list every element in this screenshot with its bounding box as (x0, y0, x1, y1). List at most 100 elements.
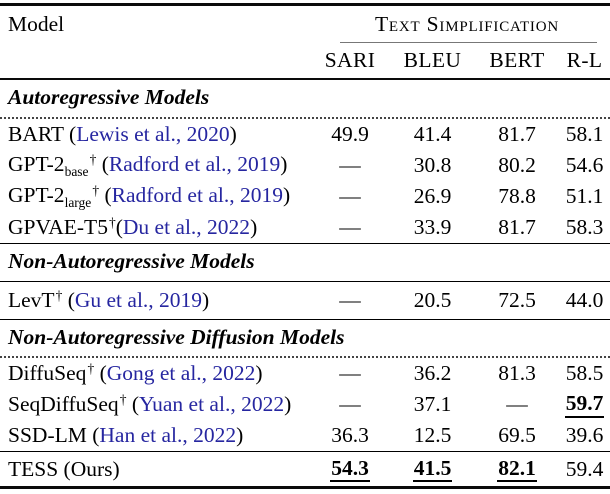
metric-header-row: SARI BLEU BERT R-L (0, 43, 610, 78)
metric-value-cell: 36.3 (310, 423, 390, 448)
metric-value-cell: 81.7 (475, 215, 559, 240)
metric-value: 41.4 (413, 122, 452, 146)
citation-link[interactable]: Radford et al., 2019 (108, 151, 281, 176)
model-name: TESS (Ours) (8, 456, 120, 481)
metric-value-cell: 37.1 (390, 392, 475, 417)
citation-link[interactable]: Han et al., 2022 (99, 423, 237, 447)
dagger-footnote-icon: † (108, 215, 116, 230)
metric-value-cell: 80.2 (475, 153, 559, 178)
metric-column-header-rl: R-L (566, 48, 603, 72)
section-header-autoregressive-models: Autoregressive Models (0, 80, 610, 119)
table-row-levt: LevT† (Gu et al., 2019) — 20.5 72.5 44.0 (0, 282, 610, 319)
metric-column-header-bert: BERT (489, 48, 545, 72)
metric-value-cell: 41.4 (390, 122, 475, 147)
metric-value-cell: 59.7 (559, 391, 610, 418)
table-top-rule (0, 3, 610, 6)
model-name-cell: SSD-LM (Han et al., 2022) (8, 423, 244, 447)
model-name: GPVAE-T5 (8, 215, 108, 239)
citation-link[interactable]: Gu et al., 2019 (74, 288, 203, 312)
metric-value: 69.5 (498, 423, 536, 447)
metric-value-cell: 36.2 (390, 361, 475, 386)
metric-value: — (506, 392, 528, 416)
table-row-gpvae-t5: GPVAE-T5†(Du et al., 2022) — 33.9 81.7 58.3 (0, 212, 610, 243)
table-bottom-rule (0, 486, 610, 489)
results-table: Model Text Simplification SARI BLEU BERT… (0, 3, 610, 489)
metric-value-cell: 51.1 (559, 184, 610, 209)
metric-value: 33.9 (413, 215, 452, 239)
metric-value-cell: 33.9 (390, 215, 475, 240)
metric-value: — (339, 215, 361, 239)
dagger-footnote-icon: † (89, 151, 97, 167)
model-size-subscript: large (64, 194, 92, 210)
model-name: BART (8, 122, 64, 146)
model-size-subscript: base (64, 163, 89, 179)
table-row-gpt-2-large: GPT-2large† (Radford et al., 2019) — 26.9 7… (0, 181, 610, 212)
dagger-footnote-icon: † (92, 182, 100, 198)
metric-value: 49.9 (331, 122, 369, 146)
metric-value: 81.7 (498, 122, 536, 146)
metric-value: 26.9 (413, 184, 452, 208)
model-name-cell: BART (Lewis et al., 2020) (8, 122, 237, 146)
dagger-footnote-icon: † (55, 288, 63, 303)
metric-value: 80.2 (498, 153, 536, 177)
model-column-header: Model (8, 12, 65, 36)
dagger-footnote-icon: † (87, 361, 95, 376)
metric-value-cell: 69.5 (475, 423, 559, 448)
table-row-diffuseq: DiffuSeq† (Gong et al., 2022) — 36.2 81.3 58… (0, 358, 610, 389)
metric-value-cell: 26.9 (390, 184, 475, 209)
table-body: Autoregressive Models BART (Lewis et al.,… (0, 80, 610, 451)
metric-value-cell: — (310, 392, 390, 417)
metric-value-cell: 58.5 (559, 361, 610, 386)
metric-value: 39.6 (565, 423, 604, 447)
metric-value-cell: 41.5 (390, 456, 475, 483)
table-row-gpt-2-base: GPT-2base† (Radford et al., 2019) — 30.8 80… (0, 150, 610, 181)
metric-value-cell: 82.1 (475, 456, 559, 483)
citation-link[interactable]: Radford et al., 2019 (111, 182, 283, 207)
table-row-tess: TESS (Ours) 54.3 41.5 82.1 59.4 (0, 451, 610, 486)
metric-value: 20.5 (413, 288, 452, 312)
metric-value: 58.3 (565, 215, 604, 239)
metric-value-cell: 58.3 (559, 215, 610, 240)
model-name-cell: TESS (Ours) (0, 457, 310, 482)
metric-value: 36.2 (413, 361, 452, 385)
metric-value: 72.5 (498, 288, 536, 312)
model-name: GPT-2 (8, 182, 65, 207)
model-name-cell: LevT† (Gu et al., 2019) (8, 288, 210, 312)
metric-value: — (339, 361, 361, 385)
metric-value-cell: 81.3 (475, 361, 559, 386)
metric-value: 78.8 (498, 184, 536, 208)
metric-value-cell: — (310, 153, 390, 178)
metric-value-cell: 72.5 (475, 288, 559, 313)
citation-link[interactable]: Lewis et al., 2020 (76, 122, 230, 146)
task-group-header: Text Simplification (375, 12, 559, 36)
table-header-row: Model Text Simplification (0, 6, 610, 43)
metric-value-cell: 59.4 (559, 457, 610, 482)
metric-value-cell: 30.8 (390, 153, 475, 178)
model-name-cell: DiffuSeq† (Gong et al., 2022) (8, 361, 263, 385)
section-title: Non-Autoregressive Models (8, 249, 255, 273)
metric-value: 54.6 (565, 153, 604, 177)
section-title: Non-Autoregressive Diffusion Models (8, 324, 345, 349)
model-name: GPT-2 (8, 151, 65, 176)
section-title: Autoregressive Models (8, 85, 210, 109)
group-span-rule (340, 42, 597, 43)
metric-value-cell: 20.5 (390, 288, 475, 313)
metric-value: — (339, 184, 361, 208)
metric-value: 36.3 (331, 423, 369, 447)
metric-value-cell: 49.9 (310, 122, 390, 147)
model-name: DiffuSeq (8, 361, 87, 385)
metric-value: — (339, 288, 361, 312)
citation-link[interactable]: Yuan et al., 2022 (138, 392, 285, 416)
best-metric-value: 54.3 (330, 457, 370, 483)
table-row-ssd-lm: SSD-LM (Han et al., 2022) 36.3 12.5 69.5 39.… (0, 420, 610, 451)
metric-value-cell: 39.6 (559, 423, 610, 448)
best-metric-value: 59.7 (564, 392, 605, 418)
metric-value: 37.1 (413, 392, 452, 416)
citation-link[interactable]: Du et al., 2022 (122, 215, 251, 239)
metric-value: 30.8 (413, 153, 452, 177)
metric-value: 58.5 (565, 361, 604, 385)
metric-value: — (339, 153, 361, 177)
metric-value-cell: 58.1 (559, 122, 610, 147)
metric-value-cell: 54.3 (310, 456, 390, 483)
citation-link[interactable]: Gong et al., 2022 (106, 361, 256, 385)
